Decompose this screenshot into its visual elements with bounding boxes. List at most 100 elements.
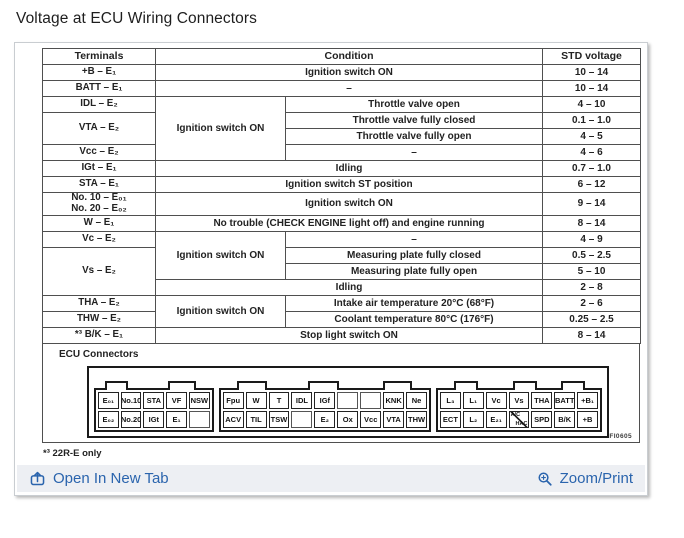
connector-block-1: E₀₁ No.10 STA VF NSW E₀₂ No.20 IGt E₁ (94, 380, 214, 432)
connector-notch (105, 380, 129, 390)
table-row: IGt – E₁ Idling 0.7 – 1.0 (42, 160, 642, 177)
page-title: Voltage at ECU Wiring Connectors (16, 10, 257, 27)
table-row: W – E₁ No trouble (CHECK ENGINE light off… (42, 214, 642, 232)
open-in-new-tab-icon (30, 471, 45, 486)
connector-notch (512, 380, 537, 390)
pin-spd: SPD (531, 410, 553, 428)
open-in-new-tab-link[interactable]: Open In New Tab (29, 470, 169, 487)
voltage-cell: 2 – 8 (542, 278, 642, 296)
connector-notch (454, 380, 479, 390)
condition-cell: – (284, 144, 544, 161)
pin-blank (337, 391, 359, 409)
pin-knk: KNK (383, 391, 405, 409)
pin-tsw: TSW (268, 410, 290, 428)
terminal-cell: No. 10 – E₀₁ No. 20 – E₀₂ (42, 192, 156, 216)
connector-notch (167, 380, 196, 390)
voltage-cell: 0.5 – 2.5 (542, 246, 642, 264)
pin-igt: IGt (143, 410, 165, 428)
voltage-cell: 4 – 9 (542, 230, 642, 248)
connector-block-3: L₃ L₁ Vc Vs THA BATT +B₁ ECT L₂ E₂₁ A/C HAC SPD B/K +B (436, 380, 602, 432)
pin-label: HAC (515, 420, 528, 427)
pin-bk: B/K (554, 410, 576, 428)
pin-grid: E₀₁ No.10 STA VF NSW E₀₂ No.20 IGt E₁ (96, 390, 212, 430)
viewer-card: Terminals Condition STD voltage +B – E₁ I… (14, 42, 648, 496)
voltage-cell: 0.7 – 1.0 (542, 160, 642, 177)
table-row: No. 10 – E₀₁ No. 20 – E₀₂ Ignition switch… (42, 192, 642, 216)
pin-e: E₁ (166, 410, 187, 428)
voltage-cell: 0.1 – 1.0 (542, 112, 642, 129)
pin-l: L₂ (462, 410, 484, 428)
pin-vs: Vs (508, 391, 530, 409)
table-row: BATT – E₁ –10 – 14 (42, 80, 642, 97)
voltage-cell: 5 – 10 (542, 262, 642, 280)
pin-t: T (268, 391, 290, 409)
condition-cell: – (284, 230, 544, 248)
pin-idl: IDL (291, 391, 313, 409)
pin-blank (360, 391, 382, 409)
zoom-print-icon (538, 471, 552, 486)
terminal-cell: THA – E₂ (42, 294, 156, 312)
condition-cell: Stop light switch ON (154, 326, 544, 344)
table-row: THA – E₂ Ignition switch ON Intake air tem… (42, 294, 642, 328)
condition-cell: Ignition switch ON (155, 230, 286, 280)
condition-cell: Throttle valve fully closed (284, 112, 544, 129)
table-row: +B – E₁ Ignition switch ON 10 – 14 (42, 64, 642, 81)
table-row: *³ B/K – E₁ Stop light switch ON 8 – 14 (42, 326, 642, 344)
terminal-cell: STA – E₁ (42, 176, 156, 193)
pin-blank (188, 410, 210, 428)
pin-vc: Vc (485, 391, 507, 409)
pin-label: A/C (510, 411, 521, 418)
connector-notch (308, 380, 340, 390)
pin-sta: STA (143, 391, 165, 409)
condition-cell: No trouble (CHECK ENGINE light off) and … (154, 214, 544, 232)
condition-cell: Idling (154, 160, 544, 177)
pin-e: E₀₁ (98, 391, 119, 409)
terminal-cell: W – E₁ (42, 214, 156, 232)
pin-fpu: Fpu (222, 391, 244, 409)
terminal-cell: IGt – E₁ (42, 160, 156, 177)
ecu-connectors-box: ECU Connectors E₀₁ No.10 STA VF NSW E₀₂ No.20 I… (42, 342, 640, 443)
table-row: Vc – E₂ Ignition switch ON –4 – 9 (42, 230, 642, 280)
voltage-cell: 4 – 5 (542, 128, 642, 145)
pin-thw: THW (406, 410, 427, 428)
voltage-cell: 10 – 14 (542, 64, 642, 81)
connector-housing: E₀₁ No.10 STA VF NSW E₀₂ No.20 IGt E₁ Fpu W T IDL IGf… (87, 365, 609, 438)
pin-l: L₁ (462, 391, 484, 409)
condition-cell: Coolant temperature 80°C (176°F) (284, 310, 544, 328)
pin-e: E₀₂ (98, 410, 119, 428)
terminal-cell: Vs – E₂ (42, 246, 156, 296)
pin-w: W (245, 391, 267, 409)
pin-ox: Ox (337, 410, 359, 428)
pin-grid: L₃ L₁ Vc Vs THA BATT +B₁ ECT L₂ E₂₁ A/C HAC SPD B/K +B (438, 390, 600, 430)
table-row: STA – E₁ Ignition switch ST position 6 – 1… (42, 176, 642, 193)
condition-cell: – (154, 80, 544, 97)
ecu-connectors-label: ECU Connectors (59, 348, 139, 360)
pin-+b: +B (577, 410, 598, 428)
table-row: IDL – E₂ Ignition switch ON Throttle valve… (42, 96, 642, 161)
pin-e: E₂ (314, 410, 336, 428)
table-row: Vs – E₂ Measuring plate fully closed 0.5 –… (42, 246, 642, 296)
connector-notch (561, 380, 586, 390)
ecu-voltage-table-body: +B – E₁ Ignition switch ON 10 – 14 BATT – E… (42, 64, 642, 344)
column-header-std-voltage: STD voltage (542, 48, 642, 65)
connector-notch (237, 380, 267, 390)
voltage-cell: 9 – 14 (542, 192, 642, 216)
pin-igf: IGf (314, 391, 336, 409)
action-bar: Open In New Tab Zoom/Print (17, 465, 645, 492)
pin-batt: BATT (554, 391, 576, 409)
table-header-row: Terminals Condition STD voltage (42, 48, 642, 65)
pin-nsw: NSW (188, 391, 210, 409)
pin-ne: Ne (406, 391, 427, 409)
scanned-diagram: Terminals Condition STD voltage +B – E₁ I… (15, 43, 647, 465)
zoom-print-label: Zoom/Print (559, 470, 633, 487)
condition-cell: Intake air temperature 20°C (68°F) (284, 294, 544, 312)
terminal-cell: THW – E₂ (42, 310, 156, 328)
zoom-print-link[interactable]: Zoom/Print (537, 470, 633, 487)
pin-vta: VTA (383, 410, 405, 428)
terminal-cell: +B – E₁ (42, 64, 156, 81)
pin-tha: THA (531, 391, 553, 409)
terminal-cell: *³ B/K – E₁ (42, 326, 156, 344)
open-in-new-tab-label: Open In New Tab (53, 470, 169, 487)
terminal-cell: Vc – E₂ (42, 230, 156, 248)
column-header-condition: Condition (154, 48, 544, 65)
